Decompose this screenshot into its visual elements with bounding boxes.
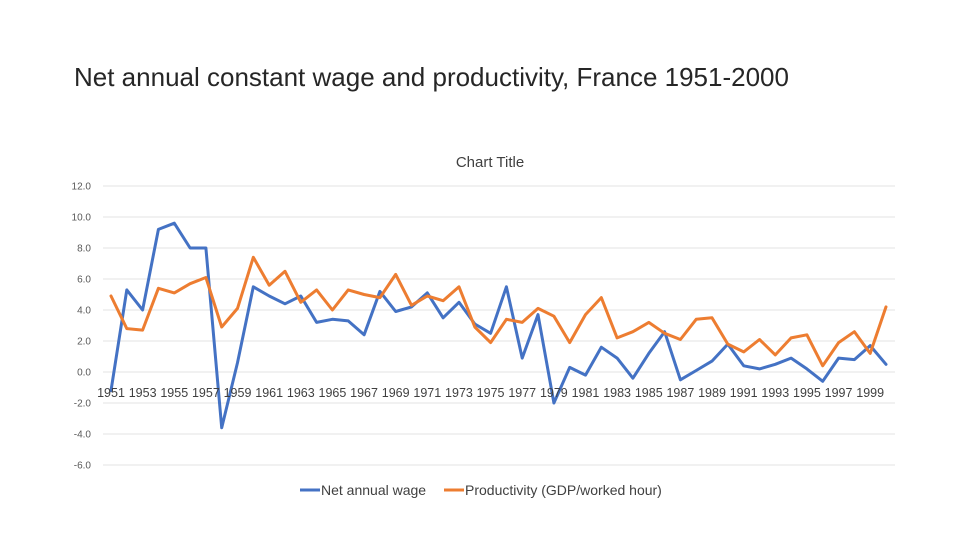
x-tick-label: 1991 [730, 386, 758, 400]
x-tick-label: 1969 [382, 386, 410, 400]
y-tick-label: 0.0 [77, 368, 91, 379]
x-tick-label: 1953 [129, 386, 157, 400]
x-tick-label: 1993 [761, 386, 789, 400]
x-tick-label: 1961 [255, 386, 283, 400]
x-tick-label: 1977 [508, 386, 536, 400]
y-tick-label: 12.0 [72, 182, 92, 193]
y-tick-label: 2.0 [77, 337, 91, 348]
y-axis-ticks: 12.0 10.0 8.0 6.0 4.0 2.0 0.0 -2.0 -4.0 -6.0 [72, 182, 92, 472]
legend-label: Net annual wage [321, 482, 426, 498]
slide-title: Net annual constant wage and productivit… [74, 62, 789, 92]
y-tick-label: -6.0 [74, 461, 92, 472]
x-tick-label: 1951 [97, 386, 125, 400]
x-tick-label: 1983 [603, 386, 631, 400]
y-tick-label: -2.0 [74, 399, 92, 410]
y-tick-label: 8.0 [77, 244, 91, 255]
x-tick-label: 1981 [572, 386, 600, 400]
legend-label: Productivity (GDP/worked hour) [465, 482, 662, 498]
chart-title: Chart Title [456, 154, 524, 171]
x-tick-label: 1971 [413, 386, 441, 400]
x-tick-label: 1967 [350, 386, 378, 400]
series-line-productivity [109, 255, 888, 368]
x-tick-label: 1997 [825, 386, 853, 400]
x-tick-label: 1959 [224, 386, 252, 400]
x-tick-label: 1963 [287, 386, 315, 400]
x-tick-label: 1995 [793, 386, 821, 400]
x-tick-label: 1999 [856, 386, 884, 400]
x-tick-label: 1989 [698, 386, 726, 400]
x-tick-label: 1979 [540, 386, 568, 400]
x-tick-label: 1987 [666, 386, 694, 400]
y-tick-label: 6.0 [77, 275, 91, 286]
x-tick-label: 1957 [192, 386, 220, 400]
legend: Net annual wage Productivity (GDP/worked … [300, 482, 662, 498]
x-tick-label: 1965 [319, 386, 347, 400]
y-tick-label: 10.0 [72, 213, 92, 224]
gridlines [103, 185, 895, 466]
x-tick-label: 1973 [445, 386, 473, 400]
series-line-net-annual-wage [109, 221, 888, 430]
x-tick-label: 1985 [635, 386, 663, 400]
y-tick-label: -4.0 [74, 430, 92, 441]
series-lines [109, 221, 888, 430]
y-tick-label: 4.0 [77, 306, 91, 317]
x-tick-label: 1955 [160, 386, 188, 400]
x-axis-ticks: 1951 1953 1955 1957 1959 1961 1963 1965 1967 1969… [97, 386, 884, 400]
x-tick-label: 1975 [477, 386, 505, 400]
